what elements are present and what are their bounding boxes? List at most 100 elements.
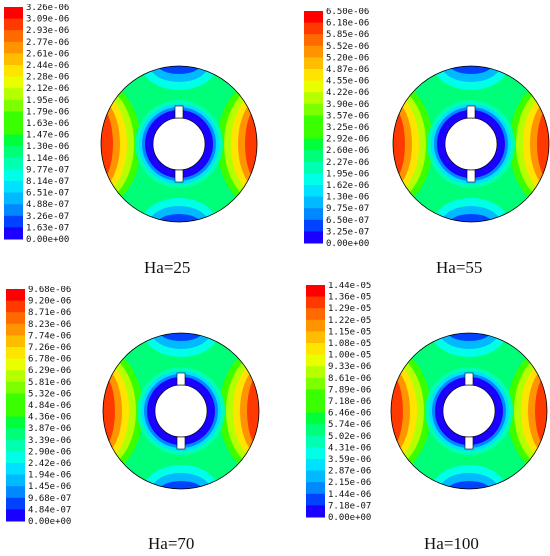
legend-swatch [304,45,323,58]
legend-label: 2.61e-06 [26,49,69,59]
legend-label: 1.08e-05 [328,339,371,349]
legend-swatch [304,22,323,35]
legend-swatch [4,99,23,112]
legend-label: 0.00e+00 [326,239,369,249]
legend-swatch [306,435,325,448]
legend-label: 4.84e-06 [28,401,71,411]
legend-swatch [304,185,323,198]
legend-swatch [306,424,325,437]
legend-label: 4.87e-06 [326,65,369,75]
legend-label: 1.63e-07 [26,223,69,233]
legend-swatch [306,308,325,321]
legend-label: 4.31e-06 [328,443,371,453]
legend-label: 0.00e+00 [26,235,69,245]
color-legend: 6.50e-06 6.18e-06 5.85e-06 5.52e-06 5.20e-06… [304,8,386,256]
outer-wall [390,332,548,490]
legend-label: 2.15e-06 [328,478,371,488]
legend-label: 5.85e-06 [326,30,369,40]
legend-label: 1.94e-06 [28,471,71,481]
legend-swatch [306,470,325,483]
key-notch [176,436,186,450]
legend-swatch [306,319,325,332]
legend-swatch [304,34,323,47]
legend-label: 1.44e-06 [328,490,371,500]
legend-label: 6.46e-06 [328,409,371,419]
legend-label: 1.36e-05 [328,293,371,303]
legend-swatch [4,53,23,66]
legend-label: 7.18e-07 [328,501,371,511]
legend-swatch [304,208,323,221]
contour-field [98,63,260,230]
inner-cylinder [442,384,496,438]
legend-label: 9.75e-07 [326,204,369,214]
panel-caption: Ha=25 [144,258,191,277]
legend-swatch [306,493,325,506]
legend-label: 0.00e+00 [328,513,371,523]
legend-label: 3.26e-07 [26,212,69,222]
legend-svg: 3.26e-06 3.09e-062.93e-06 2.77e-062.61e-06… [4,4,69,245]
legend-label: 9.20e-06 [28,297,71,307]
inner-cylinder [152,117,206,171]
legend-label: 9.68e-07 [28,494,71,504]
legend-swatch [4,157,23,170]
key-notch [466,105,476,119]
legend-swatch [4,65,23,78]
legend-swatch [4,215,23,228]
color-legend: 9.68e-06 9.20e-06 8.71e-06 8.23e-06 7.74e-06… [6,286,88,534]
legend-label: 6.50e-07 [326,216,369,226]
legend-label: 4.88e-07 [26,200,69,210]
inner-cylinder [444,117,498,171]
legend-label: 6.51e-07 [26,189,69,199]
legend-swatch [304,219,323,232]
annulus-contour [102,332,260,490]
legend-label: 3.57e-06 [326,111,369,121]
legend-swatch [6,312,25,325]
legend-swatch [306,285,325,298]
legend-label: 6.78e-06 [28,355,71,365]
legend-label: 7.74e-06 [28,331,71,341]
legend-swatch [304,196,323,209]
legend-label: 8.23e-06 [28,320,71,330]
legend-swatch [306,505,325,518]
legend-swatch [6,405,25,418]
legend-label: 6.29e-06 [28,366,71,376]
legend-swatch [4,192,23,205]
legend-swatch [6,289,25,302]
key-notch [466,169,476,183]
legend-swatch [6,347,25,360]
legend-label: 4.84e-07 [28,505,71,515]
contour-field [100,330,262,497]
legend-swatch [306,447,325,460]
legend-swatch [6,358,25,371]
legend-label: 8.14e-07 [26,177,69,187]
legend-label: 2.42e-06 [28,459,71,469]
legend-label: 7.26e-06 [28,343,71,353]
legend-label: 1.00e-05 [328,351,371,361]
legend-label: 2.27e-06 [326,158,369,168]
legend-swatch [4,134,23,147]
legend-label: 2.90e-06 [28,447,71,457]
legend-swatch [4,146,23,159]
legend-label: 8.61e-06 [328,374,371,384]
legend-label: 8.71e-06 [28,308,71,318]
legend-label: 5.02e-06 [328,432,371,442]
legend-swatch [4,30,23,43]
legend-label: 3.25e-07 [326,227,369,237]
legend-svg: 9.68e-06 9.20e-068.71e-06 8.23e-067.74e-06… [6,286,71,527]
key-notch [176,372,186,386]
legend-swatch [304,115,323,128]
legend-label: 4.55e-06 [326,77,369,87]
legend-label: 3.26e-06 [26,4,69,13]
legend-label: 1.47e-06 [26,131,69,141]
legend-swatch [306,389,325,402]
legend-label: 1.22e-05 [328,316,371,326]
legend-swatch [6,439,25,452]
legend-swatch [304,69,323,82]
panel-caption: Ha=55 [436,258,483,277]
key-notch [174,169,184,183]
legend-swatch [304,80,323,93]
legend-label: 9.33e-06 [328,362,371,372]
legend-swatch [4,227,23,240]
legend-swatch [304,103,323,116]
legend-swatch [6,509,25,522]
